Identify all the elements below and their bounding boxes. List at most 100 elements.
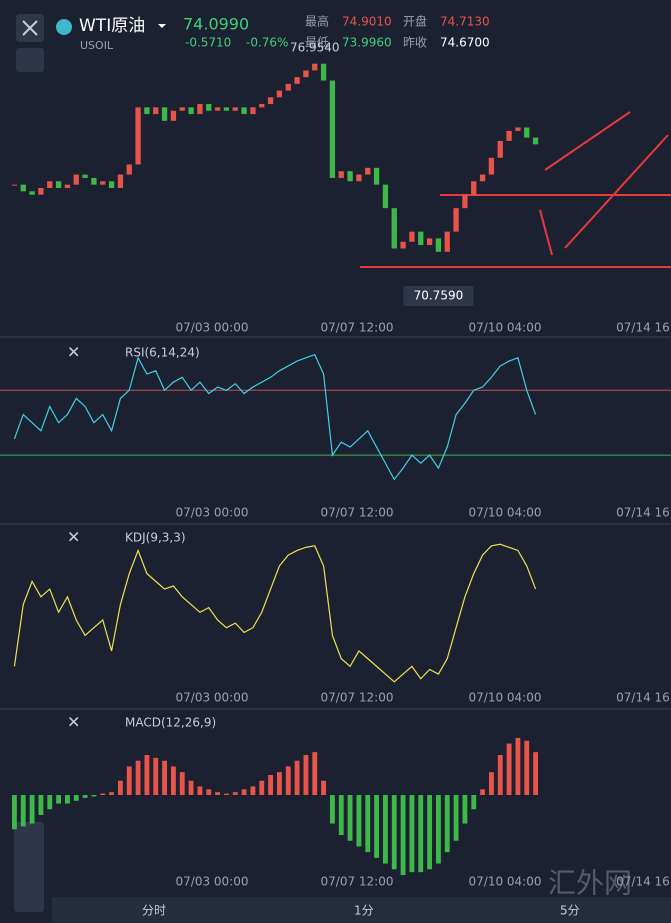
macd-bar	[126, 766, 132, 795]
candle	[153, 107, 159, 115]
time-label: 07/10 04:00	[469, 506, 542, 520]
candle	[382, 184, 389, 209]
candle	[409, 231, 415, 242]
tab[interactable]: 5分	[560, 904, 580, 918]
macd-bar	[259, 780, 265, 795]
macd-bar	[47, 795, 53, 810]
macd-bar	[303, 755, 309, 795]
candle	[303, 70, 309, 78]
max-label: 76.9540	[290, 41, 340, 55]
tab[interactable]: 1分	[354, 904, 374, 918]
candle	[135, 107, 141, 165]
time-label: 07/03 00:00	[176, 691, 249, 705]
candle	[365, 167, 371, 175]
candle	[329, 80, 336, 178]
macd-bar	[453, 795, 459, 841]
candle	[188, 107, 194, 115]
macd-bar	[294, 760, 300, 795]
macd-bar	[117, 780, 123, 795]
indicator-label: KDJ(9,3,3)	[125, 531, 186, 545]
macd-bar	[462, 795, 468, 824]
macd-bar	[497, 755, 503, 795]
candle	[418, 231, 424, 246]
macd-bar	[82, 795, 88, 798]
macd-bar	[56, 795, 62, 804]
high: 74.9010	[342, 15, 392, 29]
macd-bar	[11, 795, 17, 830]
drawn-arrow	[539, 111, 669, 256]
toolbar[interactable]	[14, 822, 44, 912]
macd-bar	[391, 795, 397, 870]
tab[interactable]: 分时	[142, 904, 166, 918]
label: 最高	[305, 14, 329, 29]
macd-bar	[223, 793, 229, 795]
time-label: 07/10 04:00	[469, 875, 542, 889]
code: USOIL	[80, 39, 114, 52]
candle	[373, 167, 380, 185]
candle	[20, 184, 26, 192]
candle	[426, 238, 433, 246]
collapse-button[interactable]	[16, 48, 44, 72]
macd-bar	[515, 737, 521, 795]
macd-bar	[533, 752, 539, 795]
candle	[259, 104, 265, 108]
indicator-line	[13, 353, 537, 481]
close-indicator[interactable]: ✕	[67, 528, 80, 547]
macd-bar	[197, 786, 203, 795]
indicator-label: RSI(6,14,24)	[125, 346, 200, 360]
time-label: 07/14 16:	[616, 875, 671, 889]
candle	[471, 181, 477, 195]
candle	[312, 63, 318, 71]
macd-bar	[312, 752, 318, 795]
time-label: 07/07 12:00	[321, 506, 394, 520]
candle	[294, 77, 300, 84]
candle	[117, 174, 124, 188]
candle	[11, 184, 18, 186]
candle	[524, 127, 530, 138]
macd-bar	[427, 795, 433, 870]
candle	[400, 241, 406, 249]
macd-bar	[241, 789, 247, 795]
time-label: 07/10 04:00	[469, 321, 542, 335]
candle	[100, 181, 106, 185]
dropdown[interactable]	[158, 24, 166, 28]
time-label: 07/14 16:	[616, 321, 671, 335]
macd-bar	[20, 795, 26, 827]
macd-bar	[285, 766, 291, 795]
macd-bar	[321, 780, 327, 795]
macd-bar	[64, 795, 70, 804]
indicator-label: MACD(12,26,9)	[125, 716, 216, 730]
time-label: 07/07 12:00	[321, 691, 394, 705]
symbol-icon	[56, 19, 72, 35]
time-label: 07/03 00:00	[176, 875, 249, 889]
candle	[29, 191, 35, 195]
time-label: 07/07 12:00	[321, 321, 394, 335]
watermark: 汇外网	[548, 867, 632, 900]
macd-bar	[109, 792, 115, 795]
min-label-bg	[403, 286, 474, 306]
min-label: 70.7590	[414, 289, 464, 303]
symbol[interactable]: WTI原油	[79, 16, 145, 36]
macd-bar	[206, 789, 212, 795]
candle	[91, 177, 97, 185]
candle	[38, 187, 44, 195]
macd-bar	[73, 795, 79, 801]
candle	[488, 157, 495, 175]
macd-bar	[347, 795, 353, 841]
candle	[515, 127, 521, 131]
close-icon	[22, 20, 38, 36]
close-indicator[interactable]: ✕	[67, 713, 80, 732]
time-label: 07/03 00:00	[176, 506, 249, 520]
candle	[462, 194, 468, 209]
candle	[108, 181, 115, 188]
candle	[338, 171, 344, 178]
close-indicator[interactable]: ✕	[67, 343, 80, 362]
macd-bar	[153, 757, 159, 795]
candle	[532, 137, 539, 145]
macd-bar	[170, 766, 176, 795]
candle	[64, 184, 71, 188]
macd-bar	[400, 795, 406, 875]
candle	[206, 104, 212, 111]
candle	[214, 107, 221, 111]
tab-bar	[52, 897, 671, 923]
